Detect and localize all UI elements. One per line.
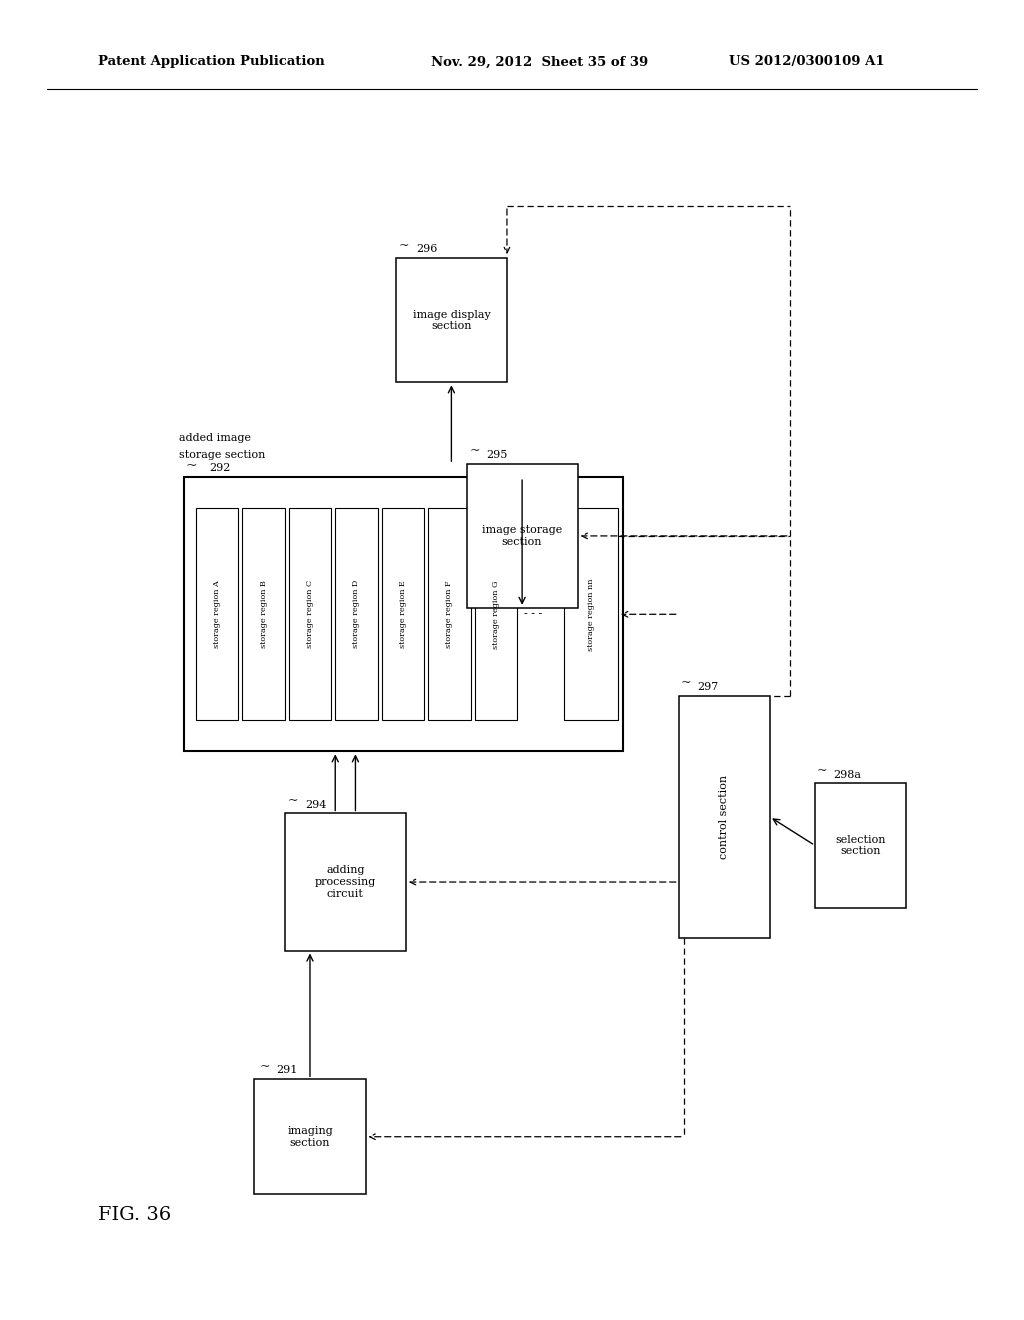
FancyBboxPatch shape (285, 813, 406, 950)
Text: storage region A: storage region A (213, 581, 221, 648)
Text: 295: 295 (486, 450, 508, 461)
FancyBboxPatch shape (815, 784, 906, 908)
Text: ~: ~ (259, 1060, 270, 1073)
Text: imaging
section: imaging section (287, 1126, 333, 1147)
Text: 298a: 298a (834, 770, 861, 780)
Text: FIG. 36: FIG. 36 (98, 1206, 171, 1224)
Text: adding
processing
circuit: adding processing circuit (314, 866, 376, 899)
FancyBboxPatch shape (183, 477, 624, 751)
Text: storage region G: storage region G (492, 579, 500, 648)
FancyBboxPatch shape (563, 508, 618, 721)
Text: ~: ~ (681, 676, 691, 689)
Text: storage section: storage section (178, 450, 265, 459)
Text: storage region F: storage region F (445, 581, 454, 648)
Text: - - -: - - - (524, 610, 543, 619)
Text: US 2012/0300109 A1: US 2012/0300109 A1 (729, 55, 885, 69)
Text: 292: 292 (209, 463, 230, 474)
Text: storage region D: storage region D (352, 579, 360, 648)
Text: 291: 291 (276, 1065, 298, 1076)
FancyBboxPatch shape (396, 259, 507, 383)
Text: ~: ~ (288, 793, 298, 807)
Text: ~: ~ (399, 239, 410, 252)
Text: selection
section: selection section (836, 834, 886, 857)
FancyBboxPatch shape (243, 508, 285, 721)
Text: Patent Application Publication: Patent Application Publication (98, 55, 325, 69)
FancyBboxPatch shape (254, 1080, 366, 1195)
Text: control section: control section (719, 775, 729, 859)
Text: ~: ~ (817, 764, 827, 777)
Text: Nov. 29, 2012  Sheet 35 of 39: Nov. 29, 2012 Sheet 35 of 39 (431, 55, 648, 69)
FancyBboxPatch shape (289, 508, 331, 721)
Text: 296: 296 (416, 244, 437, 255)
Text: ~: ~ (185, 459, 198, 474)
FancyBboxPatch shape (382, 508, 424, 721)
Text: image display
section: image display section (413, 310, 490, 331)
Text: storage region nn: storage region nn (587, 578, 595, 651)
Text: 294: 294 (305, 800, 327, 809)
FancyBboxPatch shape (679, 696, 770, 937)
Text: 297: 297 (697, 682, 718, 692)
FancyBboxPatch shape (196, 508, 239, 721)
Text: storage region B: storage region B (259, 581, 267, 648)
FancyBboxPatch shape (335, 508, 378, 721)
Text: added image: added image (178, 433, 251, 444)
FancyBboxPatch shape (475, 508, 517, 721)
Text: ~: ~ (470, 445, 480, 458)
Text: storage region E: storage region E (399, 581, 407, 648)
Text: storage region C: storage region C (306, 581, 314, 648)
FancyBboxPatch shape (467, 465, 578, 607)
Text: image storage
section: image storage section (482, 525, 562, 546)
FancyBboxPatch shape (428, 508, 471, 721)
